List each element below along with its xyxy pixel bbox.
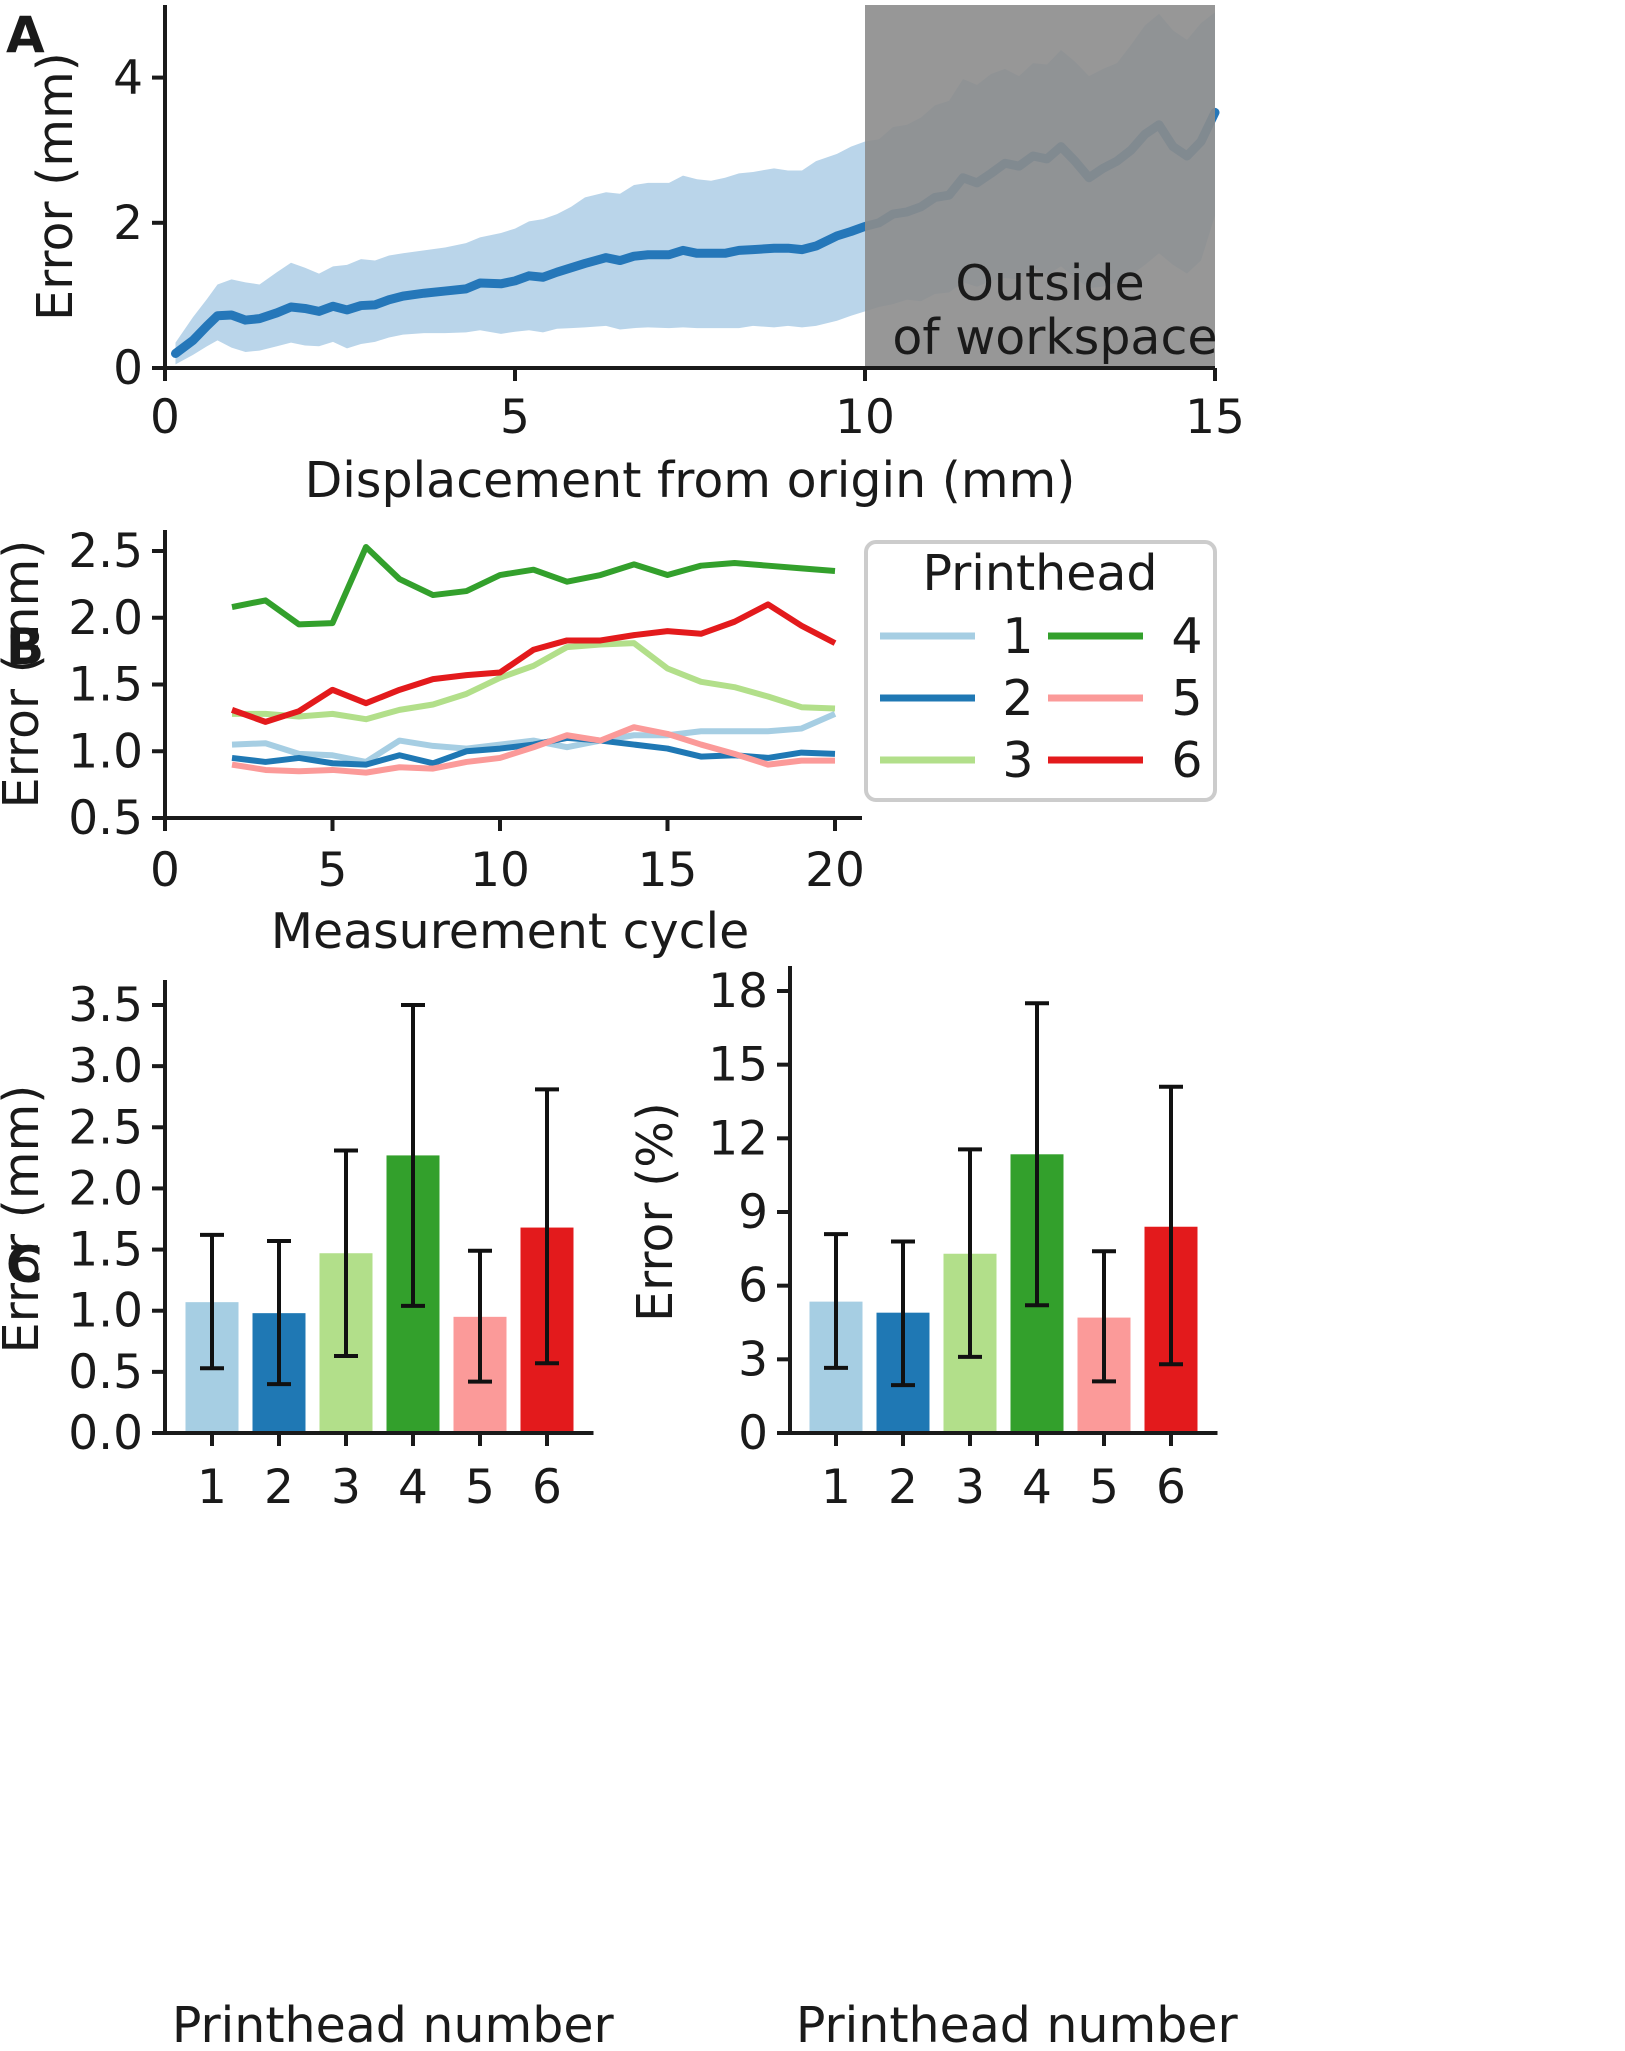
x-tick-label: 6	[1156, 1460, 1186, 1515]
panel-label-a: A	[6, 6, 45, 64]
legend-label-1: 1	[1002, 608, 1033, 665]
printhead-6-line	[230, 601, 837, 725]
y-tick-label: 2.5	[68, 524, 143, 579]
y-tick-label: 3	[738, 1332, 768, 1387]
y-tick-label: 1.0	[68, 1284, 143, 1339]
x-tick-label: 6	[532, 1460, 562, 1515]
y-tick-label: 0.5	[68, 1345, 143, 1400]
y-tick-label: 18	[708, 964, 768, 1019]
x-tick-label: 5	[1089, 1460, 1119, 1515]
legend-label-3: 3	[1002, 732, 1033, 789]
x-tick-label: 4	[1022, 1460, 1052, 1515]
panel-b-y-axis-title: Error (mm)	[0, 540, 50, 809]
x-tick-label: 3	[955, 1460, 985, 1515]
shaded-region-label-line-2: of workspace	[892, 309, 1217, 366]
panel-a-x-axis-title: Displacement from origin (mm)	[305, 452, 1076, 509]
x-tick-label: 10	[835, 390, 895, 445]
legend-box	[864, 540, 1217, 802]
panel-c-right-x-axis-title: Printhead number	[796, 1997, 1239, 2051]
printhead-5-line	[231, 724, 835, 776]
panel-c-left-axes: 1 2 3 4 5 6 0.0 0.5 1.0 1.5 2.0 2.5 3.0 3.5	[68, 978, 594, 1515]
panel-label-c: C	[6, 1236, 43, 1294]
x-tick-label: 0	[150, 390, 180, 445]
printhead-3-line	[232, 640, 836, 723]
y-tick-label: 2.5	[68, 1100, 143, 1155]
x-tick-label: 20	[805, 843, 865, 898]
legend-title: Printhead	[922, 545, 1157, 602]
y-tick-label: 15	[708, 1038, 768, 1093]
panel-c-left-x-axis-title: Printhead number	[172, 1997, 615, 2051]
x-tick-label: 15	[1185, 390, 1245, 445]
panel-b-chart: 0 5 10 15 200.51.01.52.02.5 Measurement cycl…	[0, 524, 1217, 960]
panel-c-left-plot-area	[185, 1003, 574, 1433]
y-tick-label: 1.5	[68, 1223, 143, 1278]
legend-label-4: 4	[1171, 608, 1202, 665]
x-tick-label: 1	[197, 1460, 227, 1515]
y-tick-label: 0	[113, 341, 143, 396]
panel-a-plot-area	[171, 5, 1220, 368]
y-tick-label: 6	[738, 1259, 768, 1314]
printhead-1-line	[231, 711, 837, 765]
y-tick-label: 2.0	[68, 1161, 143, 1216]
panel-c-right-plot-area	[809, 1001, 1198, 1433]
x-tick-label: 4	[398, 1460, 428, 1515]
y-tick-label: 4	[113, 51, 143, 106]
panel-a-axes: 0 5 10 15 0 2 4	[113, 5, 1245, 445]
x-tick-label: 10	[470, 843, 530, 898]
y-tick-label: 9	[738, 1185, 768, 1240]
panel-label-b: B	[6, 618, 44, 676]
y-tick-label: 2	[113, 196, 143, 251]
y-tick-label: 2.0	[68, 591, 143, 646]
panel-b-axes: 0 5 10 15 20 0.5 1.0 1.5 2.0 2.5	[68, 524, 865, 898]
y-tick-label: 3.0	[68, 1039, 143, 1094]
y-tick-label: 1.0	[68, 724, 143, 779]
x-tick-label: 5	[318, 843, 348, 898]
x-tick-label: 5	[500, 390, 530, 445]
shaded-region-label-line-1: Outside	[955, 255, 1144, 312]
x-tick-label: 5	[465, 1460, 495, 1515]
panel-b-x-axis-title: Measurement cycle	[271, 903, 750, 960]
x-tick-label: 1	[821, 1460, 851, 1515]
x-tick-label: 15	[638, 843, 698, 898]
panel-c-left-y-axis-title: Error (mm)	[0, 1085, 50, 1354]
legend-label-5: 5	[1171, 670, 1202, 727]
x-tick-label: 3	[331, 1460, 361, 1515]
y-tick-label: 12	[708, 1111, 768, 1166]
panel-c-left-chart: 1 2 3 4 5 6 0.0 0.5 1.0 1.5 2.0 2.5 3.0 3.5 Printhead…	[0, 978, 615, 2051]
panel-c-right-y-axis-title: Error (%)	[627, 1102, 684, 1322]
x-tick-label: 0	[150, 843, 180, 898]
y-tick-label: 0.0	[68, 1406, 143, 1461]
legend-label-2: 2	[1002, 670, 1033, 727]
panel-b-plot-area	[230, 543, 837, 776]
outside-workspace-shade	[865, 5, 1215, 368]
printhead-2-line	[231, 734, 836, 768]
y-tick-label: 0.5	[68, 791, 143, 846]
legend-items: 1 4 2 5 3 6	[880, 608, 1203, 789]
legend-label-6: 6	[1171, 732, 1202, 789]
printhead-4-line	[231, 543, 836, 628]
x-tick-label: 2	[264, 1460, 294, 1515]
y-tick-label: 0	[738, 1406, 768, 1461]
panel-a-y-axis-title: Error (mm)	[27, 52, 84, 321]
legend: Printhead 1 4 2 5 3 6	[864, 540, 1217, 802]
x-tick-label: 2	[888, 1460, 918, 1515]
y-tick-label: 3.5	[68, 978, 143, 1033]
y-tick-label: 1.5	[68, 658, 143, 713]
